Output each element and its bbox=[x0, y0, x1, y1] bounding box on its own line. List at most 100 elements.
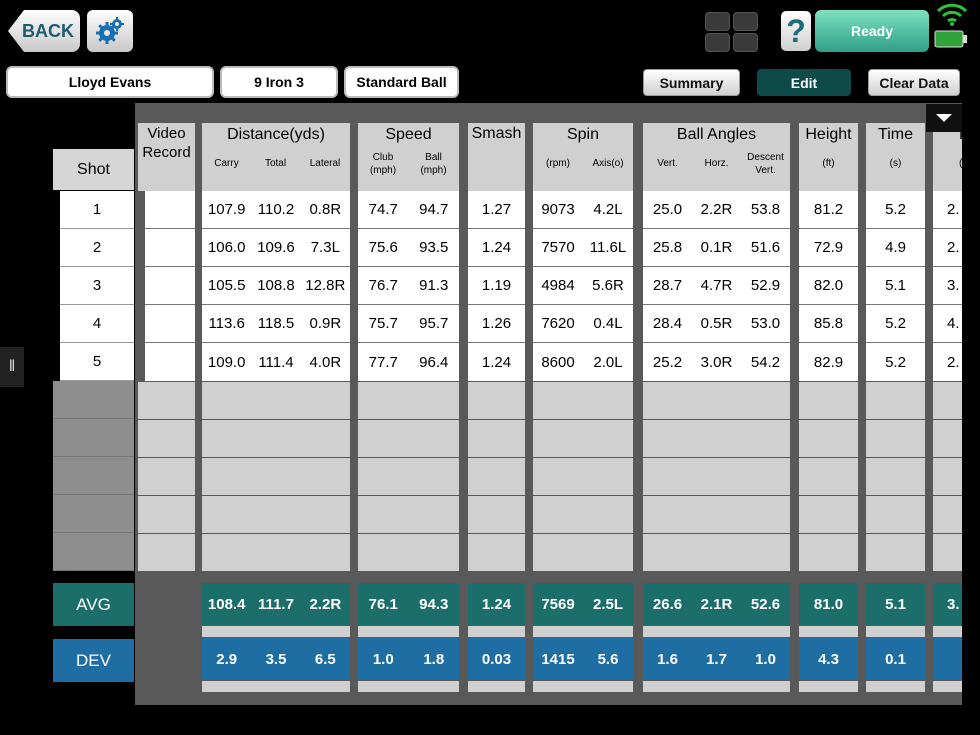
data-row[interactable] bbox=[145, 305, 195, 343]
edit-button[interactable]: Edit bbox=[757, 69, 851, 96]
data-row[interactable]: 7570 11.6L bbox=[533, 229, 633, 267]
data-row[interactable] bbox=[145, 267, 195, 305]
empty-row bbox=[202, 534, 350, 571]
data-row[interactable]: 2. bbox=[933, 343, 962, 381]
row-gap bbox=[533, 681, 633, 692]
data-row[interactable]: 4. bbox=[933, 305, 962, 343]
cell-value: 75.6 bbox=[368, 239, 398, 256]
data-row[interactable]: 5.2 bbox=[866, 343, 925, 381]
summary-button[interactable]: Summary bbox=[643, 69, 740, 96]
data-row[interactable]: 9073 4.2L bbox=[533, 191, 633, 229]
data-row[interactable]: 5.2 bbox=[866, 305, 925, 343]
column-header-time[interactable]: Time (s) bbox=[866, 123, 925, 191]
data-row[interactable]: 75.7 95.7 bbox=[358, 305, 459, 343]
empty-row bbox=[866, 382, 925, 419]
data-row[interactable]: 81.2 bbox=[799, 191, 858, 229]
data-row[interactable]: 76.7 91.3 bbox=[358, 267, 459, 305]
data-row[interactable]: 1.19 bbox=[468, 267, 525, 305]
column-header-height[interactable]: Height (ft) bbox=[799, 123, 858, 191]
column-header-distance[interactable]: Distance(yds) Carry Total Lateral bbox=[202, 123, 350, 191]
cell-value: 5.2 bbox=[885, 201, 906, 218]
data-row[interactable]: 109.0 111.4 4.0R bbox=[202, 343, 350, 381]
club-selector[interactable]: 9 Iron 3 bbox=[220, 66, 338, 98]
data-row[interactable]: 113.6 118.5 0.9R bbox=[202, 305, 350, 343]
help-button[interactable]: ? bbox=[781, 11, 811, 51]
data-row[interactable]: 75.6 93.5 bbox=[358, 229, 459, 267]
empty-row bbox=[358, 496, 459, 533]
data-row[interactable]: 1.26 bbox=[468, 305, 525, 343]
data-row[interactable] bbox=[145, 343, 195, 381]
data-row[interactable]: 82.0 bbox=[799, 267, 858, 305]
column-header-speed[interactable]: Speed Club (mph) Ball (mph) bbox=[358, 123, 459, 191]
cell-value: 4.7R bbox=[700, 277, 733, 294]
data-row[interactable]: 106.0 109.6 7.3L bbox=[202, 229, 350, 267]
gear-icon bbox=[96, 17, 124, 44]
data-row[interactable]: 1.27 bbox=[468, 191, 525, 229]
data-row[interactable]: 4.9 bbox=[866, 229, 925, 267]
data-row[interactable]: 82.9 bbox=[799, 343, 858, 381]
empty-row bbox=[202, 420, 350, 457]
data-row[interactable]: 105.5 108.8 12.8R bbox=[202, 267, 350, 305]
data-row[interactable]: 74.7 94.7 bbox=[358, 191, 459, 229]
data-row[interactable]: 2. bbox=[933, 229, 962, 267]
data-row[interactable]: 25.8 0.1R 51.6 bbox=[643, 229, 790, 267]
back-button[interactable]: BACK bbox=[8, 10, 80, 52]
clear-data-button[interactable]: Clear Data bbox=[868, 69, 960, 96]
shot-number[interactable]: 3 bbox=[60, 267, 134, 305]
data-row[interactable]: 25.0 2.2R 53.8 bbox=[643, 191, 790, 229]
cell-value: 1.26 bbox=[481, 315, 512, 332]
data-row[interactable] bbox=[145, 229, 195, 267]
shot-number[interactable]: 2 bbox=[60, 229, 134, 267]
cell-value: 25.8 bbox=[652, 239, 683, 256]
column-header-smash[interactable]: Smash bbox=[468, 123, 525, 191]
data-row[interactable]: 107.9 110.2 0.8R bbox=[202, 191, 350, 229]
empty-row bbox=[533, 382, 633, 419]
data-row[interactable]: 28.7 4.7R 52.9 bbox=[643, 267, 790, 305]
data-row[interactable]: 8600 2.0L bbox=[533, 343, 633, 381]
data-row[interactable]: 3. bbox=[933, 267, 962, 305]
data-row[interactable] bbox=[145, 191, 195, 229]
dev-value: 0.03 bbox=[481, 650, 512, 668]
dev-value: 0.1 bbox=[885, 650, 906, 668]
column-header-partial[interactable]: R (y bbox=[933, 123, 962, 191]
empty-row bbox=[643, 534, 790, 571]
empty-row bbox=[643, 458, 790, 495]
data-row[interactable]: 5.2 bbox=[866, 191, 925, 229]
empty-row bbox=[358, 420, 459, 457]
cell-value: 0.9R bbox=[309, 315, 342, 332]
shot-data-table[interactable]: Video Record Distance(yds) Carry Total Latera… bbox=[135, 103, 962, 705]
cell-value: 3.0R bbox=[700, 353, 733, 371]
status-ready-button[interactable]: Ready bbox=[815, 10, 929, 52]
empty-row bbox=[202, 382, 350, 419]
side-drawer-handle[interactable]: ‖ bbox=[0, 347, 24, 387]
settings-button[interactable] bbox=[87, 10, 133, 52]
data-row[interactable]: 1.24 bbox=[468, 229, 525, 267]
shot-number[interactable]: 5 bbox=[60, 343, 134, 381]
columns-dropdown-button[interactable] bbox=[926, 104, 962, 132]
shot-number[interactable]: 4 bbox=[60, 305, 134, 343]
data-row[interactable]: 5.1 bbox=[866, 267, 925, 305]
cell-value: 96.4 bbox=[419, 353, 449, 371]
shot-number[interactable]: 1 bbox=[60, 191, 134, 229]
column-header-angles[interactable]: Ball Angles Vert. Horz. Descent Vert. bbox=[643, 123, 790, 191]
avg-row: 3. bbox=[933, 583, 962, 625]
column-title: Time bbox=[878, 126, 913, 143]
data-row[interactable]: 28.4 0.5R 53.0 bbox=[643, 305, 790, 343]
data-row[interactable]: 85.8 bbox=[799, 305, 858, 343]
data-row[interactable]: 1.24 bbox=[468, 343, 525, 381]
cell-value: 53.0 bbox=[750, 315, 781, 332]
data-row[interactable]: 2. bbox=[933, 191, 962, 229]
data-row[interactable]: 77.7 96.4 bbox=[358, 343, 459, 381]
data-row[interactable]: 4984 5.6R bbox=[533, 267, 633, 305]
column-header-video[interactable]: Video Record bbox=[138, 123, 195, 191]
column-header-spin[interactable]: Spin (rpm) Axis(o) bbox=[533, 123, 633, 191]
data-row[interactable]: 72.9 bbox=[799, 229, 858, 267]
layout-grid-button[interactable] bbox=[705, 12, 759, 52]
cell-value: 1.24 bbox=[481, 353, 512, 371]
data-row[interactable]: 7620 0.4L bbox=[533, 305, 633, 343]
ball-selector[interactable]: Standard Ball bbox=[344, 66, 459, 98]
player-name-field[interactable]: Lloyd Evans bbox=[6, 66, 214, 98]
data-row[interactable]: 25.2 3.0R 54.2 bbox=[643, 343, 790, 381]
grid-cell-icon bbox=[733, 33, 758, 52]
cell-value: 5.2 bbox=[885, 353, 906, 371]
